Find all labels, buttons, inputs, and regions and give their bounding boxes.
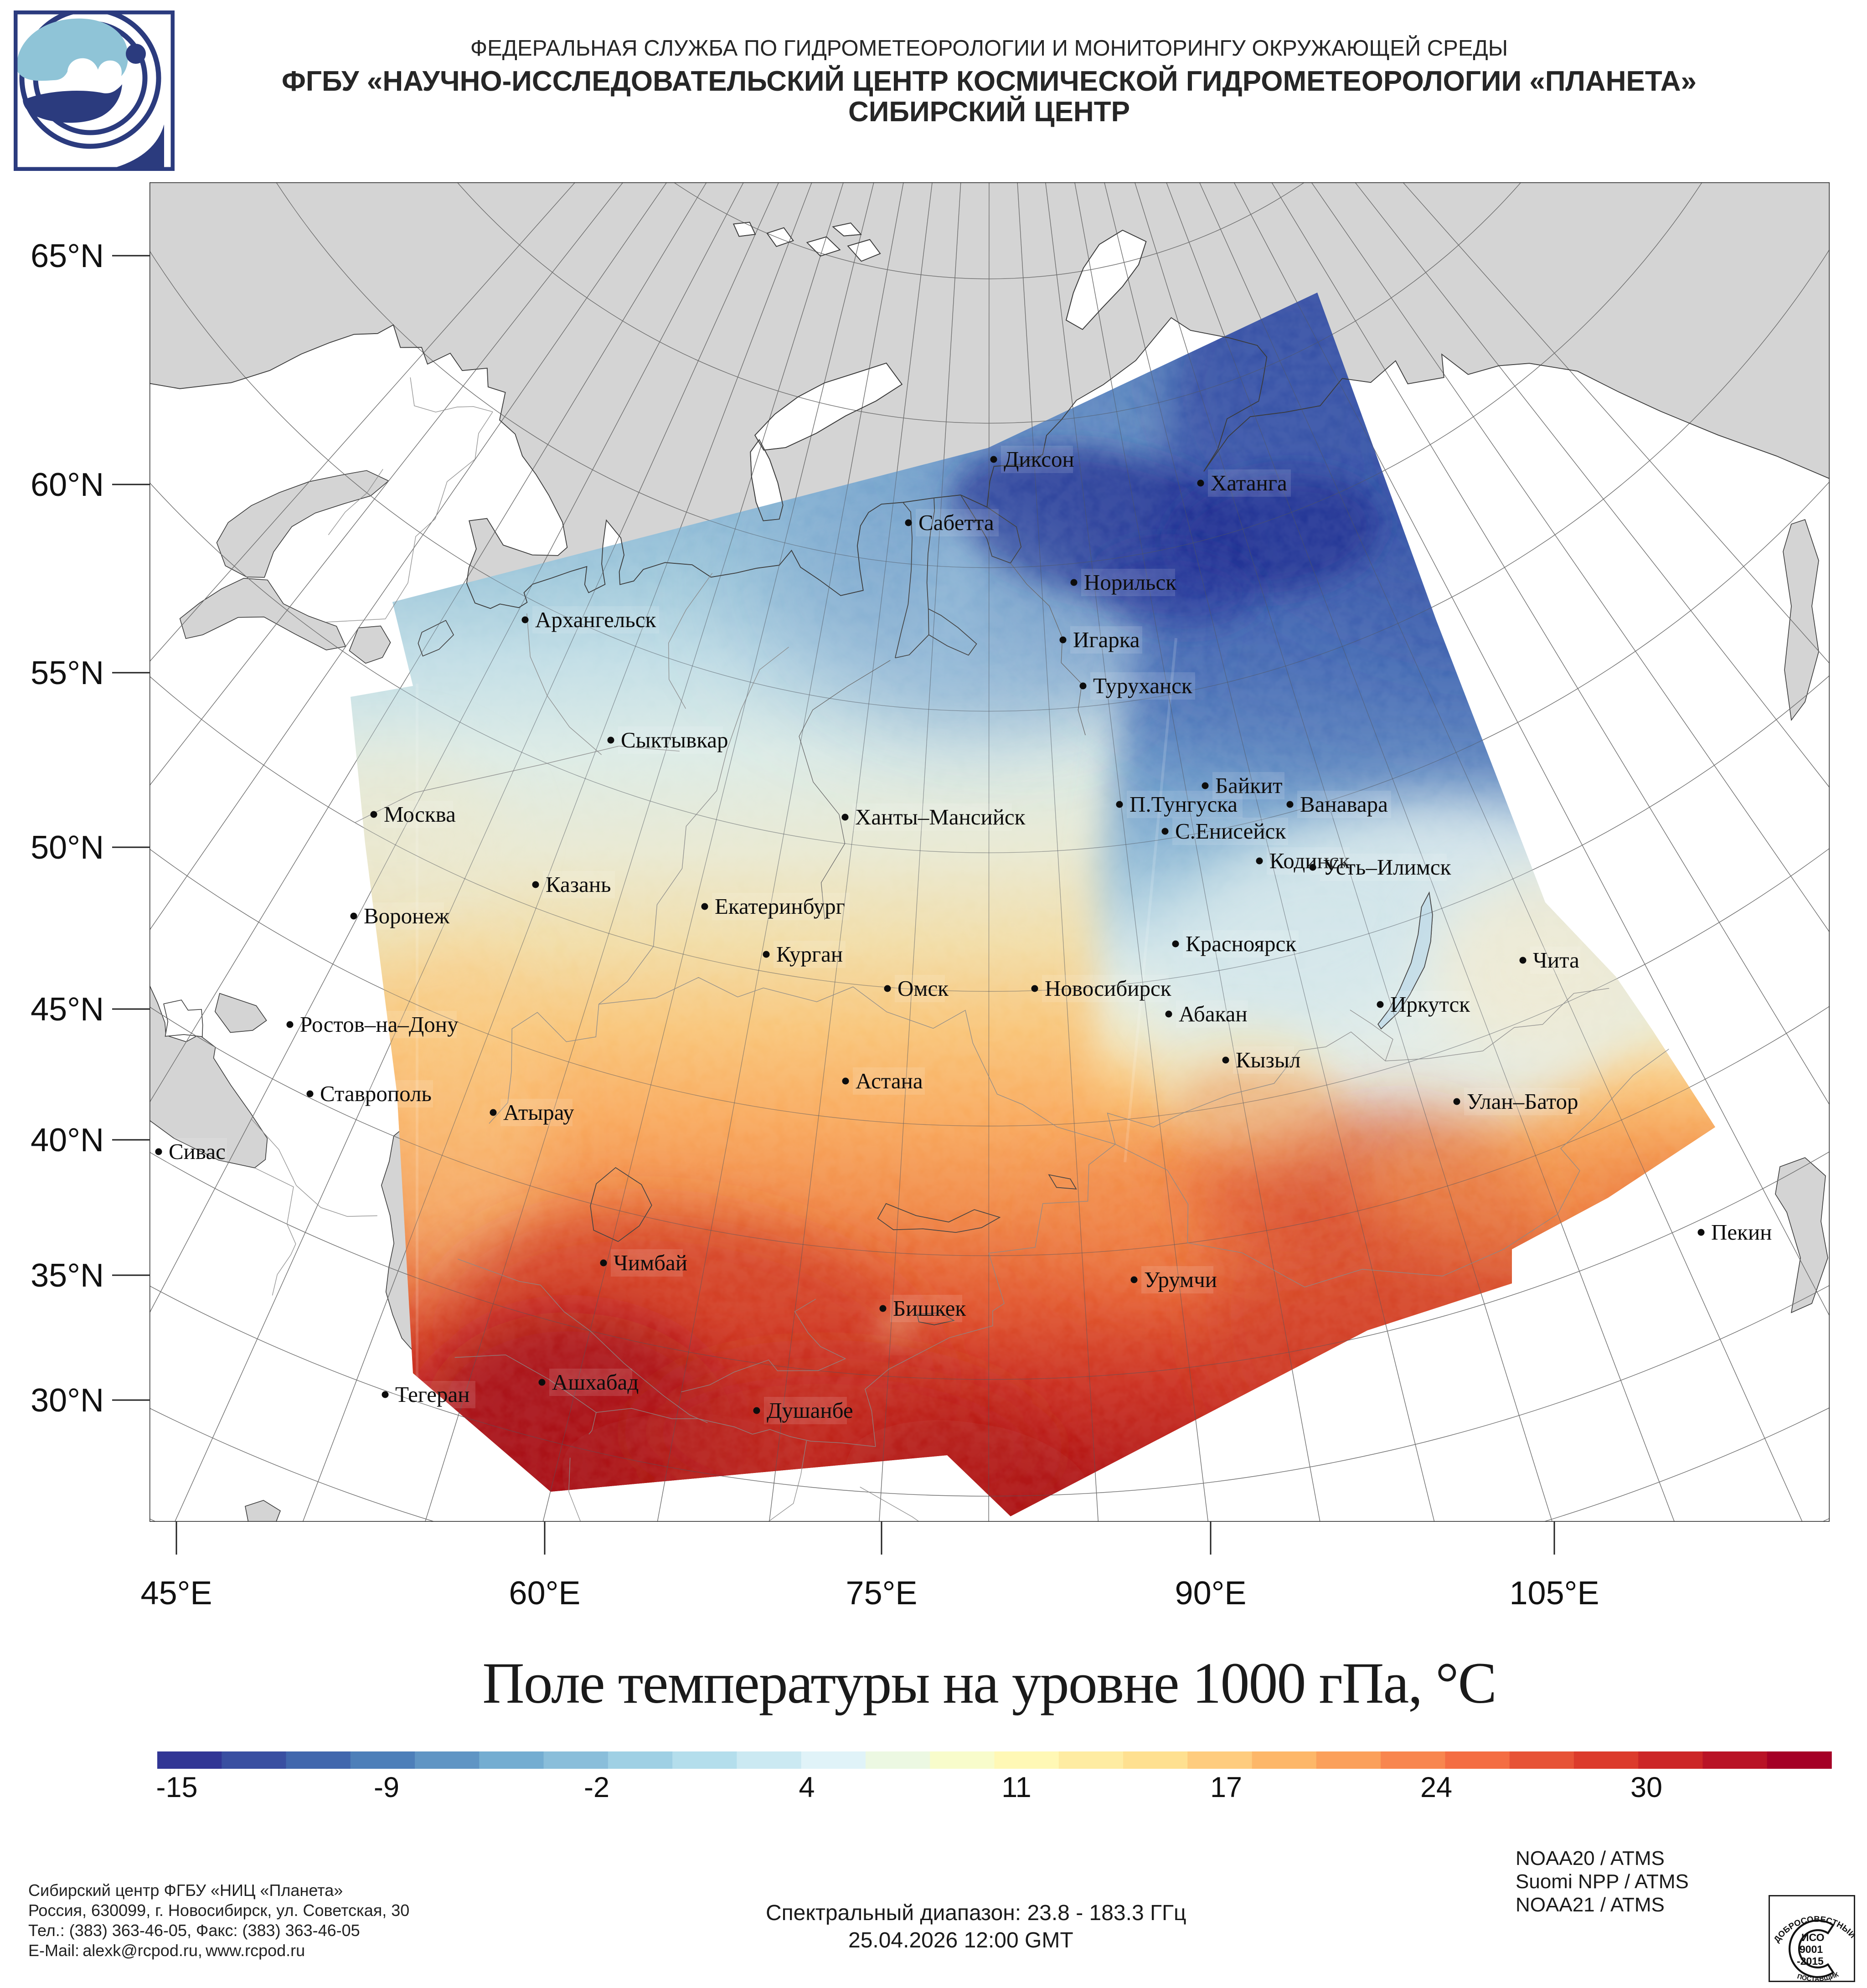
svg-text:9001: 9001 bbox=[1800, 1943, 1823, 1955]
svg-text:Омск: Омск bbox=[897, 976, 949, 1001]
svg-text:Хатанга: Хатанга bbox=[1211, 470, 1287, 495]
svg-text:ИСО: ИСО bbox=[1801, 1931, 1824, 1943]
svg-text:Ставрополь: Ставрополь bbox=[320, 1081, 432, 1106]
svg-text:4: 4 bbox=[799, 1772, 815, 1803]
svg-text:Туруханск: Туруханск bbox=[1093, 673, 1192, 698]
svg-text:45°N: 45°N bbox=[31, 991, 104, 1028]
svg-text:Пекин: Пекин bbox=[1711, 1220, 1772, 1245]
svg-text:Усть–Илимск: Усть–Илимск bbox=[1323, 855, 1451, 880]
svg-text:45°E: 45°E bbox=[141, 1575, 212, 1612]
svg-text:Сабетта: Сабетта bbox=[918, 510, 994, 535]
svg-text:105°E: 105°E bbox=[1510, 1575, 1599, 1612]
svg-text:Екатеринбург: Екатеринбург bbox=[715, 894, 845, 919]
svg-text:Ростов–на–Дону: Ростов–на–Дону bbox=[300, 1012, 459, 1037]
svg-text:90°E: 90°E bbox=[1175, 1575, 1247, 1612]
svg-text:Сыктывкар: Сыктывкар bbox=[621, 727, 728, 752]
svg-text:Красноярск: Красноярск bbox=[1186, 931, 1296, 956]
svg-text:-15: -15 bbox=[156, 1772, 197, 1803]
svg-text:С.Енисейск: С.Енисейск bbox=[1175, 819, 1286, 844]
svg-text:11: 11 bbox=[1001, 1772, 1031, 1803]
svg-text:Атырау: Атырау bbox=[503, 1100, 574, 1125]
svg-text:65°N: 65°N bbox=[31, 238, 104, 274]
svg-text:Воронеж: Воронеж bbox=[364, 903, 450, 928]
svg-text:24: 24 bbox=[1420, 1772, 1452, 1803]
svg-text:75°E: 75°E bbox=[846, 1575, 918, 1612]
svg-text:Бишкек: Бишкек bbox=[893, 1296, 966, 1321]
svg-text:-2: -2 bbox=[584, 1772, 609, 1803]
svg-text:35°N: 35°N bbox=[31, 1257, 104, 1294]
svg-text:Улан–Батор: Улан–Батор bbox=[1467, 1089, 1578, 1114]
svg-text:30: 30 bbox=[1630, 1772, 1662, 1803]
svg-text:-2015: -2015 bbox=[1797, 1955, 1824, 1967]
svg-text:60°E: 60°E bbox=[509, 1575, 581, 1612]
svg-text:Ванавара: Ванавара bbox=[1300, 792, 1388, 817]
svg-text:Чита: Чита bbox=[1533, 948, 1579, 973]
svg-text:17: 17 bbox=[1210, 1772, 1242, 1803]
svg-text:Кызыл: Кызыл bbox=[1236, 1047, 1300, 1072]
svg-text:Астана: Астана bbox=[856, 1068, 923, 1093]
svg-text:Чимбай: Чимбай bbox=[614, 1250, 687, 1275]
svg-text:40°N: 40°N bbox=[31, 1122, 104, 1159]
svg-text:-9: -9 bbox=[374, 1772, 399, 1803]
svg-text:Курган: Курган bbox=[776, 942, 843, 967]
svg-text:П.Тунгуска: П.Тунгуска bbox=[1129, 792, 1238, 817]
svg-text:Абакан: Абакан bbox=[1179, 1001, 1248, 1026]
svg-text:Байкит: Байкит bbox=[1215, 773, 1283, 798]
svg-text:Тегеран: Тегеран bbox=[395, 1382, 470, 1407]
svg-text:Норильск: Норильск bbox=[1084, 570, 1176, 595]
svg-text:Архангельск: Архангельск bbox=[535, 607, 656, 632]
svg-text:30°N: 30°N bbox=[31, 1382, 104, 1419]
svg-text:Иркутск: Иркутск bbox=[1390, 992, 1470, 1017]
svg-text:Игарка: Игарка bbox=[1073, 627, 1140, 652]
svg-text:Кодинск: Кодинск bbox=[1269, 848, 1350, 873]
svg-text:Диксон: Диксон bbox=[1004, 447, 1074, 472]
svg-text:Ханты–Мансийск: Ханты–Мансийск bbox=[855, 804, 1026, 829]
svg-text:Душанбе: Душанбе bbox=[767, 1398, 853, 1423]
svg-text:60°N: 60°N bbox=[31, 467, 104, 503]
svg-text:Сивас: Сивас bbox=[169, 1139, 226, 1164]
svg-text:Казань: Казань bbox=[546, 872, 611, 897]
svg-text:Москва: Москва bbox=[384, 802, 456, 827]
svg-text:55°N: 55°N bbox=[31, 655, 104, 691]
svg-text:50°N: 50°N bbox=[31, 829, 104, 866]
svg-text:Урумчи: Урумчи bbox=[1144, 1267, 1217, 1292]
svg-text:Ашхабад: Ашхабад bbox=[552, 1370, 639, 1395]
svg-text:Новосибирск: Новосибирск bbox=[1045, 976, 1171, 1001]
